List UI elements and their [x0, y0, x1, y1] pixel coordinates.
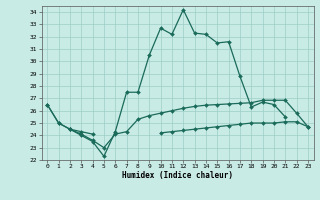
X-axis label: Humidex (Indice chaleur): Humidex (Indice chaleur)	[122, 171, 233, 180]
